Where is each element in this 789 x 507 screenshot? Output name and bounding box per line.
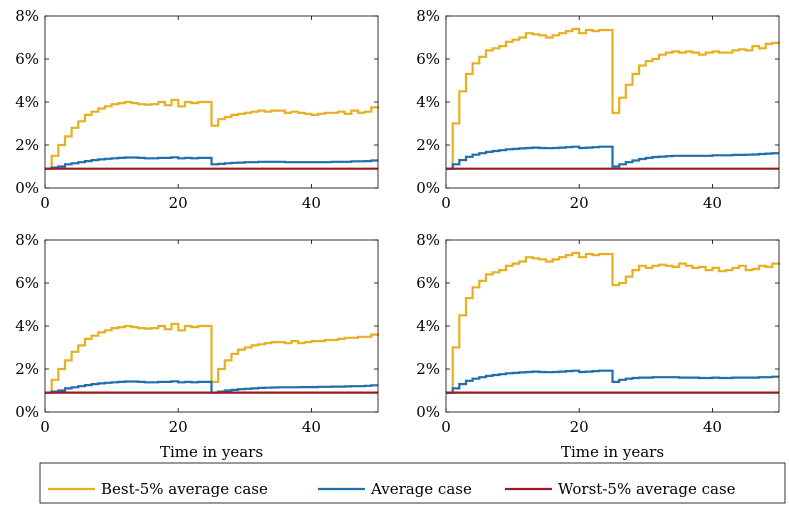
x-axis-title: Time in years [160, 443, 263, 461]
y-tick-label: 0% [15, 179, 39, 197]
series-line-best [45, 98, 380, 170]
y-tick-label: 6% [416, 274, 440, 292]
y-tick-label: 0% [15, 403, 39, 421]
legend-label-average: Average case [370, 480, 472, 498]
y-tick-label: 2% [15, 360, 39, 378]
y-tick-label: 0% [416, 179, 440, 197]
y-tick-label: 4% [416, 317, 440, 335]
x-tick-label: 40 [302, 418, 321, 436]
x-tick-label: 0 [441, 418, 451, 436]
x-tick-label: 40 [302, 194, 321, 212]
y-tick-label: 2% [416, 360, 440, 378]
series-line-average [45, 380, 378, 394]
y-tick-label: 4% [416, 93, 440, 111]
chart-panel-4: 0% 2% 4% 6% 8% 0 20 40 Time in years [416, 231, 781, 461]
y-tick-label: 6% [416, 50, 440, 68]
series-line-average [45, 156, 378, 170]
legend-label-best: Best-5% average case [101, 480, 268, 498]
y-tick-label: 4% [15, 317, 39, 335]
chart-panel-3: 0% 2% 4% 6% 8% 0 20 40 Time in years [15, 231, 380, 461]
x-tick-label: 40 [703, 418, 722, 436]
series-line-best [446, 251, 781, 394]
x-tick-label: 0 [441, 194, 451, 212]
x-tick-label: 20 [169, 194, 188, 212]
legend-box [39, 462, 786, 504]
x-tick-label: 0 [40, 194, 50, 212]
y-tick-label: 8% [15, 231, 39, 249]
legend-label-worst: Worst-5% average case [558, 480, 736, 498]
x-tick-label: 0 [40, 418, 50, 436]
y-tick-label: 6% [15, 50, 39, 68]
chart-panel-2: 0% 2% 4% 6% 8% 0 20 40 [416, 7, 781, 212]
series-line-average [446, 369, 779, 394]
series-line-best [45, 322, 380, 394]
chart-panel-1: 0% 2% 4% 6% 8% 0 20 40 [15, 7, 380, 212]
x-tick-label: 40 [703, 194, 722, 212]
series-line-best [446, 27, 781, 170]
y-tick-label: 2% [416, 136, 440, 154]
y-tick-label: 2% [15, 136, 39, 154]
x-tick-label: 20 [169, 418, 188, 436]
y-tick-label: 0% [416, 403, 440, 421]
y-tick-label: 6% [15, 274, 39, 292]
legend: Best-5% average case Average case Worst-… [39, 462, 786, 504]
series-line-average [446, 145, 779, 170]
y-tick-label: 8% [416, 231, 440, 249]
chart-panels: 0% 2% 4% 6% 8% 0 20 40 0% 2% 4% 6% 8% 0 20 40 0% 2% 4% 6% 8%… [15, 7, 781, 461]
y-tick-label: 8% [416, 7, 440, 25]
y-tick-label: 8% [15, 7, 39, 25]
x-axis-title: Time in years [561, 443, 664, 461]
x-tick-label: 20 [570, 418, 589, 436]
y-tick-label: 4% [15, 93, 39, 111]
x-tick-label: 20 [570, 194, 589, 212]
